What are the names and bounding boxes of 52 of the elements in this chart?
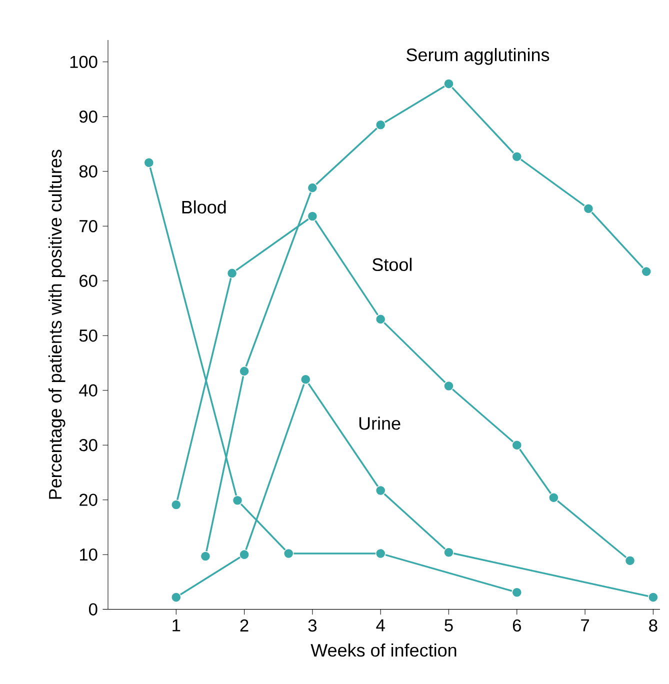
point (624, 555, 636, 566)
series-label: Urine (359, 416, 400, 430)
point (375, 314, 386, 324)
y-axis-title: Percentage of patients with positive cultures (48, 150, 66, 499)
x-tick-label: 8 (649, 619, 658, 632)
point (239, 366, 250, 376)
point (239, 549, 250, 560)
point (375, 120, 386, 130)
y-tick-label: 30 (79, 438, 98, 452)
x-axis-title: Weeks of infection (310, 643, 456, 657)
y-tick-label: 90 (79, 110, 98, 123)
x-tick-label: 1 (172, 619, 180, 632)
point (512, 587, 522, 598)
y-tick-label: 80 (79, 165, 98, 178)
point (583, 203, 594, 214)
x-tick-label: 7 (581, 619, 589, 632)
y-tick-label: 0 (88, 603, 98, 616)
point (170, 592, 182, 602)
point (444, 380, 454, 392)
y-tick-label: 60 (80, 274, 98, 287)
point (444, 78, 454, 89)
point (144, 157, 154, 168)
x-tick-label: 3 (308, 619, 317, 632)
point (226, 268, 238, 278)
x-tick-label: 6 (512, 619, 521, 632)
series-label: Blood (182, 200, 226, 214)
point (375, 485, 386, 496)
point (512, 151, 522, 162)
point (641, 266, 652, 277)
point (283, 548, 294, 559)
point (444, 547, 454, 558)
point (648, 592, 658, 602)
x-tick-label: 4 (376, 619, 385, 632)
point (512, 440, 522, 450)
y-tick-label: 40 (79, 384, 98, 396)
series-label: Serum agglutinins (406, 48, 550, 65)
y-tick-label: 10 (80, 548, 98, 561)
point (375, 548, 386, 559)
point (307, 211, 318, 222)
point (232, 495, 243, 506)
y-tick-label: 100 (70, 56, 98, 68)
point (200, 551, 211, 562)
y-tick-label: 50 (79, 329, 98, 342)
y-tick-label: 20 (80, 494, 98, 506)
point (548, 492, 559, 503)
point (307, 182, 318, 194)
series-label: Stool (372, 258, 412, 272)
x-tick-label: 2 (240, 619, 248, 632)
y-tick-label: 70 (80, 220, 98, 232)
point (170, 500, 182, 510)
x-tick-label: 5 (444, 619, 453, 632)
point (300, 374, 311, 385)
